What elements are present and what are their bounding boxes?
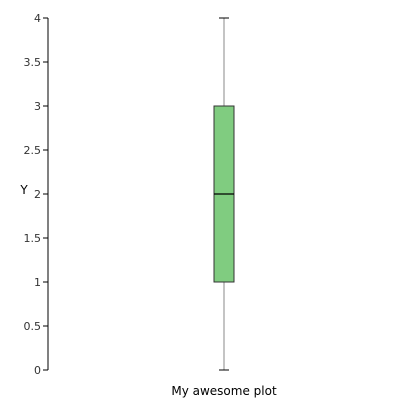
- y-tick-label: 0: [34, 364, 41, 377]
- y-tick-label: 2: [34, 188, 41, 201]
- y-axis: 0 0.5 1 1.5 2 2.5 3 3.5 4: [24, 12, 49, 377]
- y-tick-label: 4: [34, 12, 41, 25]
- y-tick-label: 2.5: [24, 144, 42, 157]
- x-category-label: My awesome plot: [171, 384, 277, 398]
- y-tick-label: 1.5: [24, 232, 42, 245]
- y-tick-label: 3: [34, 100, 41, 113]
- y-tick-label: 0.5: [24, 320, 42, 333]
- y-tick-label: 1: [34, 276, 41, 289]
- y-tick-label: 3.5: [24, 56, 42, 69]
- box-group: My awesome plot: [171, 17, 277, 398]
- y-axis-label: Y: [19, 183, 28, 197]
